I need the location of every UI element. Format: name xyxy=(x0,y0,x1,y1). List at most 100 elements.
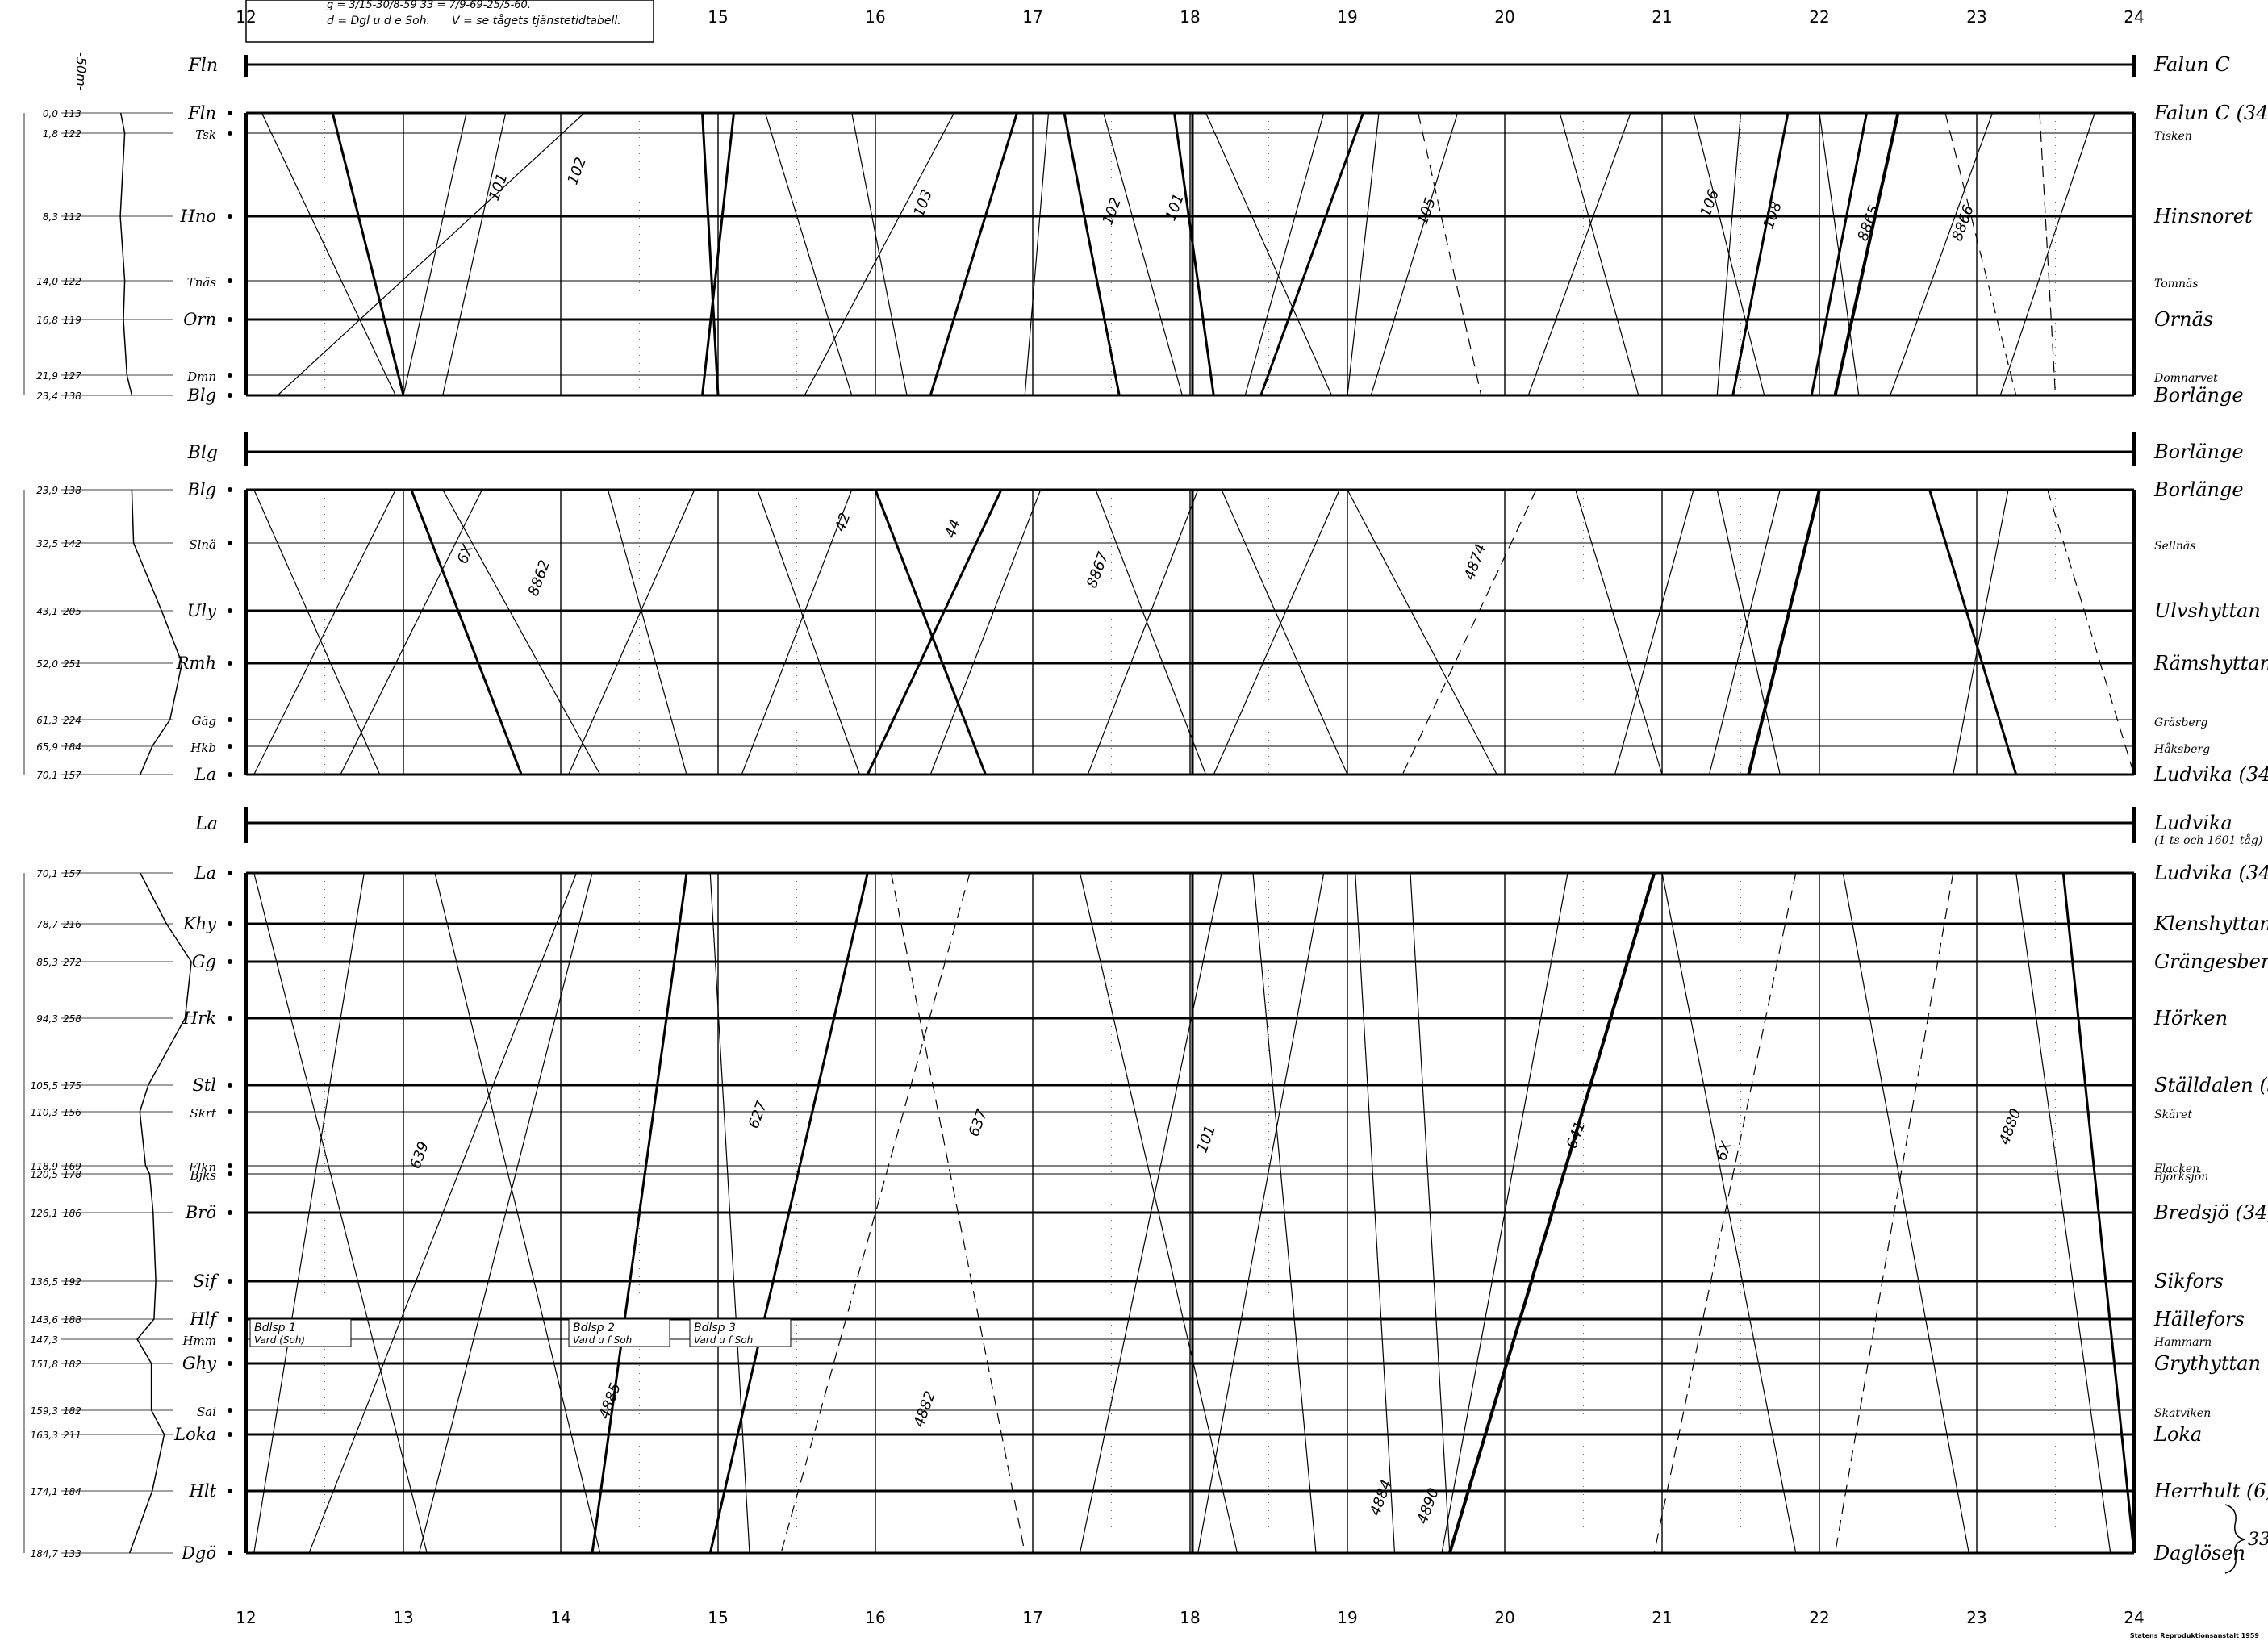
bdlsp-sub: Vard u f Soh xyxy=(573,1334,632,1346)
station-name: Ornäs xyxy=(2154,308,2213,331)
station-marker xyxy=(228,373,232,378)
station-km: 70,1 xyxy=(36,868,58,879)
herrhult-brace-label: 33 xyxy=(2248,1530,2268,1550)
station-name: Loka xyxy=(2153,1423,2202,1446)
station-marker xyxy=(228,278,232,283)
train-path xyxy=(608,490,687,775)
station-km: 143,6 xyxy=(31,1314,59,1326)
train-path xyxy=(1104,113,1183,395)
train-number: 6X xyxy=(1713,1139,1735,1163)
station-elevation: 216 xyxy=(63,919,81,930)
station-code: Gg xyxy=(192,952,216,971)
bottom-hour-label: 24 xyxy=(2124,1608,2144,1627)
train-path xyxy=(1088,490,1198,775)
station-elevation: 133 xyxy=(63,1548,81,1560)
train-path xyxy=(1025,113,1048,395)
station-km: 23,9 xyxy=(36,485,58,496)
station-elevation: 138 xyxy=(63,390,81,402)
station-km: 147,3 xyxy=(31,1334,58,1346)
station-km: 184,7 xyxy=(31,1548,59,1560)
section-header-sub: (1 ts och 1601 tåg) xyxy=(2154,833,2262,847)
train-number: 101 xyxy=(1193,1123,1218,1155)
top-hour-label: 12 xyxy=(236,7,256,27)
station-elevation: 119 xyxy=(63,315,81,326)
station-elevation: 113 xyxy=(63,108,81,119)
station-elevation: 205 xyxy=(63,606,81,617)
station-row: 118,9 169 Flkn Flacken xyxy=(31,1160,2200,1175)
bottom-hour-label: 23 xyxy=(1966,1608,1986,1627)
station-name: Klenshyttan xyxy=(2153,912,2268,935)
station-row: 110,3 156 Skrt Skäret xyxy=(31,1106,2193,1121)
train-number: 102 xyxy=(1099,195,1124,227)
station-code: Khy xyxy=(182,914,217,933)
station-km: 136,5 xyxy=(31,1276,58,1288)
note-line-2: d = Dgl u d e Soh. xyxy=(327,15,430,27)
station-row: 159,3 182 Sai Skatviken xyxy=(31,1405,2212,1420)
station-code: Hrk xyxy=(182,1008,216,1028)
station-code: Fln xyxy=(187,103,216,123)
train-path xyxy=(569,490,695,775)
station-name: Björksjön xyxy=(2153,1171,2208,1184)
station-marker xyxy=(228,1317,232,1322)
station-name: Sikfors xyxy=(2154,1270,2224,1292)
station-code: Orn xyxy=(183,310,216,329)
train-path xyxy=(1213,490,1339,775)
station-name: Ludvika (34) xyxy=(2153,862,2268,884)
station-name: Hinsnoret xyxy=(2153,205,2253,228)
train-path xyxy=(1717,113,1740,395)
bottom-hour-label: 19 xyxy=(1337,1608,1357,1627)
station-km: 16,8 xyxy=(36,315,58,326)
station-elevation: 182 xyxy=(63,1405,81,1417)
station-name: Ulvshyttan xyxy=(2154,599,2261,622)
train-number: 108 xyxy=(1760,199,1785,231)
train-path xyxy=(254,490,380,775)
station-km: 65,9 xyxy=(36,741,58,753)
elevation-profile xyxy=(24,113,132,395)
top-hour-label: 21 xyxy=(1652,7,1672,27)
train-path xyxy=(2048,490,2134,775)
station-km: 52,0 xyxy=(36,658,58,670)
station-elevation: 156 xyxy=(63,1107,81,1118)
train-number: 641 xyxy=(1564,1119,1589,1150)
station-marker xyxy=(228,772,232,777)
station-km: 1,8 xyxy=(43,128,58,140)
train-paths-section-2 xyxy=(254,490,2134,775)
station-code: Brö xyxy=(185,1203,216,1222)
station-code: Ghy xyxy=(182,1354,217,1373)
train-number: 639 xyxy=(407,1139,432,1171)
station-name: Håksberg xyxy=(2153,742,2210,756)
station-km: 70,1 xyxy=(36,770,58,781)
train-number: 4882 xyxy=(910,1388,938,1429)
station-marker xyxy=(228,111,232,115)
station-marker xyxy=(228,1408,232,1413)
station-marker xyxy=(228,1337,232,1342)
station-km: 8,3 xyxy=(43,211,58,223)
station-code: La xyxy=(194,863,216,883)
train-number: 8865 xyxy=(1854,203,1882,243)
station-km: 14,0 xyxy=(36,276,58,287)
train-path xyxy=(930,113,1017,395)
station-row: 14,0 122 Tnäs Tomnäs xyxy=(36,275,2198,290)
station-marker xyxy=(228,1016,232,1021)
station-marker xyxy=(228,541,232,545)
top-hour-label: 20 xyxy=(1494,7,1514,27)
station-row: 32,5 142 Slnä Sellnäs xyxy=(36,537,2195,553)
station-km: 21,9 xyxy=(36,370,58,382)
station-km: 110,3 xyxy=(31,1107,58,1118)
station-km: 85,3 xyxy=(36,957,58,968)
train-path xyxy=(1347,113,1379,395)
station-code: Dmn xyxy=(186,370,216,384)
station-code: Hno xyxy=(180,207,216,226)
station-elevation: 186 xyxy=(63,1208,81,1219)
train-path xyxy=(1096,490,1206,775)
bdlsp-title: Bdlsp 3 xyxy=(694,1322,736,1334)
train-path xyxy=(1717,490,1780,775)
station-marker xyxy=(228,1171,232,1176)
station-km: 23,4 xyxy=(36,390,58,402)
train-number: 105 xyxy=(1414,195,1439,227)
train-number: 101 xyxy=(486,171,511,203)
station-name: Borlänge xyxy=(2153,478,2244,501)
note-line-3: V = se tågets tjänstetidtabell. xyxy=(452,14,621,27)
station-code: Tnäs xyxy=(187,275,217,290)
